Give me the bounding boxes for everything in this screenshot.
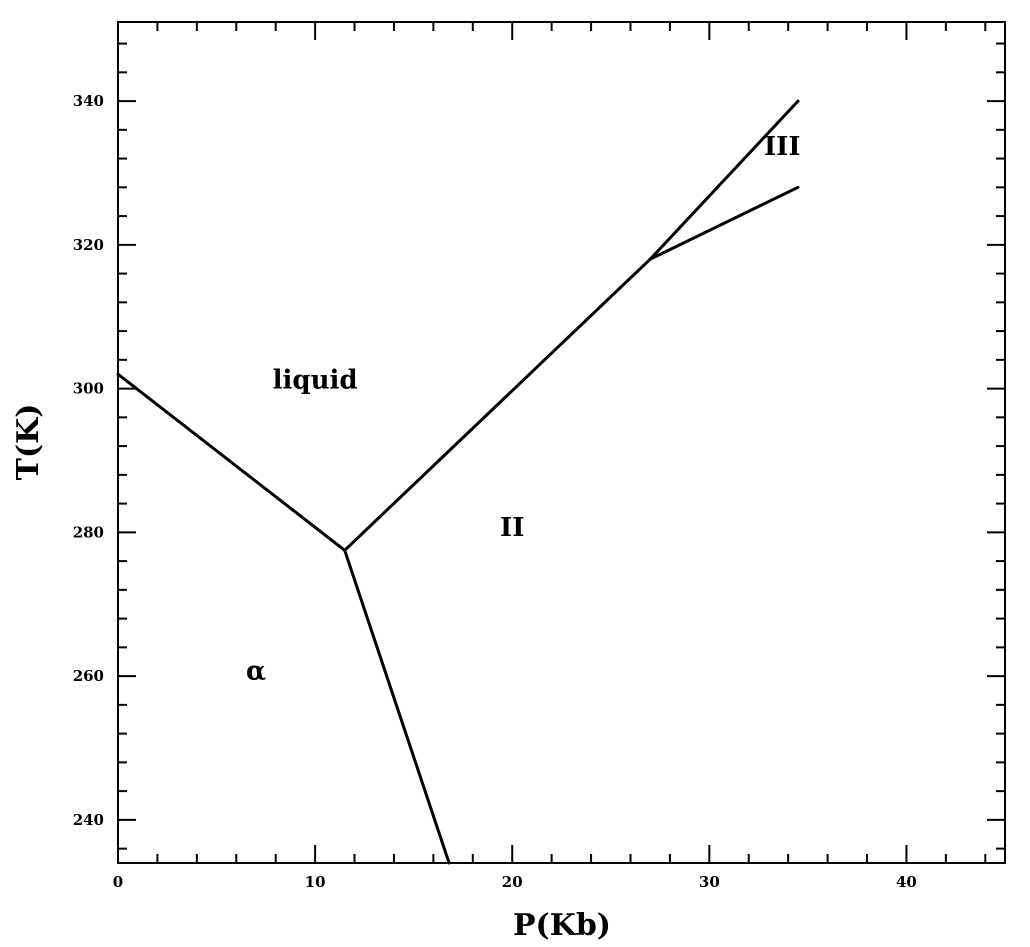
x-tick-label: 10 <box>305 873 326 891</box>
minor-ticks <box>118 22 1005 863</box>
region-label: α <box>246 657 266 687</box>
major-ticks <box>117 22 1005 863</box>
phase-boundary-line <box>116 372 347 552</box>
phase-boundary-line <box>648 185 800 261</box>
x-tick-labels: 0 10 20 30 40 <box>113 873 917 891</box>
y-axis-title: T(K) <box>11 404 46 481</box>
x-tick-label: 20 <box>502 873 523 891</box>
y-tick-label: 320 <box>73 236 104 254</box>
phase-boundary-line <box>343 548 451 865</box>
region-label: III <box>764 132 801 162</box>
phase-boundaries <box>116 99 800 865</box>
y-tick-labels: 240 260 280 300 320 340 <box>73 92 104 829</box>
x-tick-label: 40 <box>896 873 917 891</box>
plot-frame <box>117 21 1006 864</box>
x-axis-title: P(Kb) <box>513 908 611 943</box>
y-tick-label: 260 <box>73 667 104 685</box>
region-label: II <box>500 513 524 543</box>
x-tick-label: 30 <box>699 873 720 891</box>
y-tick-label: 280 <box>73 523 104 541</box>
y-tick-label: 300 <box>73 380 104 398</box>
phase-boundary-line <box>343 99 800 552</box>
y-tick-label: 340 <box>73 92 104 110</box>
x-tick-label: 0 <box>113 873 123 891</box>
y-tick-label: 240 <box>73 811 104 829</box>
region-label: liquid <box>273 366 358 396</box>
